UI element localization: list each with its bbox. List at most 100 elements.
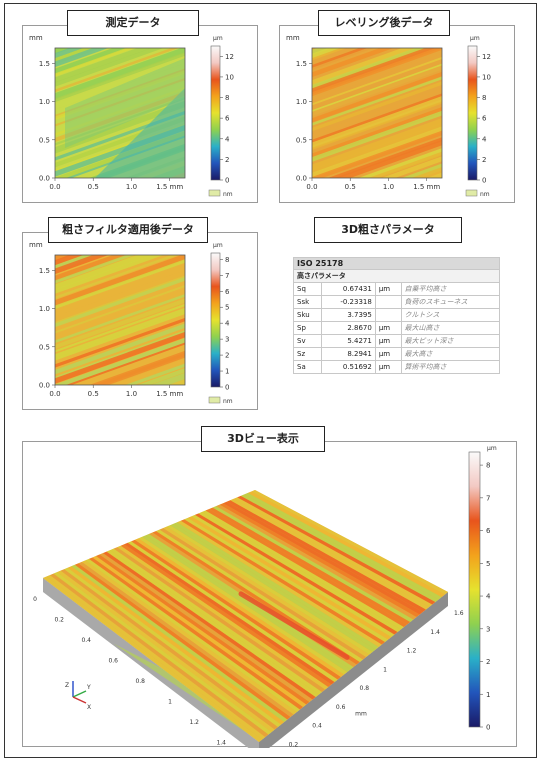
surface-streak <box>92 556 307 707</box>
colorbar-tick-label: 3 <box>486 625 490 633</box>
heatmap-streak <box>312 56 442 106</box>
colorbar-tick-label: 2 <box>225 352 229 360</box>
colorbar-unit: μm <box>487 445 497 452</box>
surface-streak <box>244 492 442 600</box>
params-title: 3D粗さパラメータ <box>314 217 462 243</box>
y-tick-label: 1.5 <box>39 60 50 68</box>
param-row-sz: Sz 8.2941 μm 最大高さ <box>293 347 501 361</box>
heatmap-streak <box>55 48 179 93</box>
param-value: 2.8670 <box>320 321 376 335</box>
heatmap-streak <box>312 126 442 178</box>
colorbar-tick-label: 2 <box>486 658 490 666</box>
param-unit: μm <box>374 360 402 374</box>
y-tick-label: 1.6 <box>454 610 464 617</box>
surface-streak <box>141 535 351 672</box>
param-name: Sku <box>293 308 322 322</box>
surface-low-region <box>113 643 249 734</box>
y-unit-label: mm <box>29 241 43 249</box>
heatmap-surface <box>307 48 447 204</box>
param-value: 3.7395 <box>320 308 376 322</box>
heatmap-streak <box>426 172 442 178</box>
heatmap-streak <box>55 288 185 342</box>
colorbar-tick-label: 7 <box>486 494 490 502</box>
y-tick-label: 1.4 <box>430 629 440 636</box>
colorbar-tick-label: 6 <box>225 115 230 123</box>
x-tick-label: 0.0 <box>306 183 317 191</box>
x-tick-label: 1.5 mm <box>156 390 183 398</box>
param-unit <box>374 308 402 322</box>
heatmap-streak <box>312 81 442 132</box>
view3d-panel: 0 0.2 0.4 0.6 0.8 1 1.2 1.4 1.6 0 0.2 0.4 0.6 0.8 1 1.2… <box>22 441 517 748</box>
colorbar-tick-label: 0 <box>486 724 490 732</box>
colorbar-tick-label: 8 <box>486 462 490 470</box>
heatmap-streak <box>312 96 442 149</box>
colorbar-tick-label: 5 <box>486 560 490 568</box>
surface-streak <box>99 553 313 702</box>
legend-swatch <box>465 189 478 197</box>
colorbar-tick-label: 1 <box>486 691 490 699</box>
x-tick-label: 0.5 <box>345 183 356 191</box>
heatmap-streak <box>55 323 185 375</box>
x-tick-label: 0.5 <box>88 183 99 191</box>
heatmap-streak <box>312 71 442 123</box>
heatmap-streak <box>335 139 442 178</box>
heatmap-streak <box>50 401 190 411</box>
heatmap-streak <box>50 396 190 411</box>
x-tick-label: 1.0 <box>126 183 137 191</box>
heatmap-streak <box>50 199 190 204</box>
gizmo-y-label: Y <box>86 684 91 691</box>
x-tick-label: 0.0 <box>49 183 60 191</box>
surface-streak <box>103 551 316 700</box>
heatmap-streak <box>55 52 185 103</box>
surface-streak <box>184 517 389 642</box>
surface-streak <box>223 501 423 615</box>
surface-streak <box>180 519 385 645</box>
heatmap-streak <box>307 195 447 204</box>
param-desc: 算術平均高さ <box>400 360 501 374</box>
colorbar-unit: μm <box>470 35 480 42</box>
surface-streak <box>209 507 411 625</box>
x-tick-label: 1.0 <box>126 390 137 398</box>
colorbar <box>210 252 221 388</box>
surface-streak <box>96 554 310 705</box>
x-tick-label: 0.6 <box>108 658 118 665</box>
surface-streak <box>177 520 382 647</box>
measured-data-chart: mm 0.0 0.5 1.0 1.5 0.0 0.5 1.0 1.5 mm μm 0 2 4 6 8 10 12… <box>29 34 234 204</box>
x-tick-label: 0.0 <box>49 390 60 398</box>
colorbar-tick-label: 1 <box>225 368 229 376</box>
surface-side-right <box>259 592 448 748</box>
surface-streak <box>50 573 269 737</box>
param-row-sku: Sku 3.7395 クルトシス <box>293 308 501 322</box>
param-desc: 自乗平均高さ <box>400 282 501 296</box>
colorbar-tick-label: 5 <box>225 304 229 312</box>
heatmap-streak <box>55 338 185 385</box>
legend-label: nm <box>223 191 233 198</box>
colorbar-tick-label: 8 <box>225 94 229 102</box>
surface-streak <box>170 523 376 652</box>
legend-swatch <box>208 396 221 404</box>
heatmap-streak <box>55 63 185 115</box>
heatmap-streak <box>312 118 442 170</box>
param-value: 5.4271 <box>320 334 376 348</box>
y-tick-label: 1.0 <box>296 98 307 106</box>
params-group: 高さパラメータ <box>293 269 500 283</box>
heatmap-streak <box>55 298 185 350</box>
surface-streak <box>124 542 335 685</box>
heatmap-streak <box>55 48 185 100</box>
view3d-title: 3Dビュー表示 <box>201 426 325 452</box>
heatmap-mid-region <box>65 58 185 148</box>
heatmap-streak <box>401 163 442 178</box>
heatmap-streak <box>312 110 442 162</box>
heatmap-streak <box>312 48 442 97</box>
colorbar-tick-label: 4 <box>486 593 491 601</box>
heatmap-streak <box>55 307 185 359</box>
param-name: Ssk <box>293 295 322 309</box>
colorbar-tick-label: 7 <box>225 272 229 280</box>
y-tick-label: 1 <box>383 666 387 673</box>
heatmap-streak <box>312 101 442 151</box>
leveled-data-title: レベリング後データ <box>318 10 450 36</box>
colorbar-tick-label: 3 <box>225 336 229 344</box>
param-name: Sq <box>293 282 322 296</box>
heatmap-streak <box>55 70 185 121</box>
heatmap-streak <box>307 199 447 204</box>
